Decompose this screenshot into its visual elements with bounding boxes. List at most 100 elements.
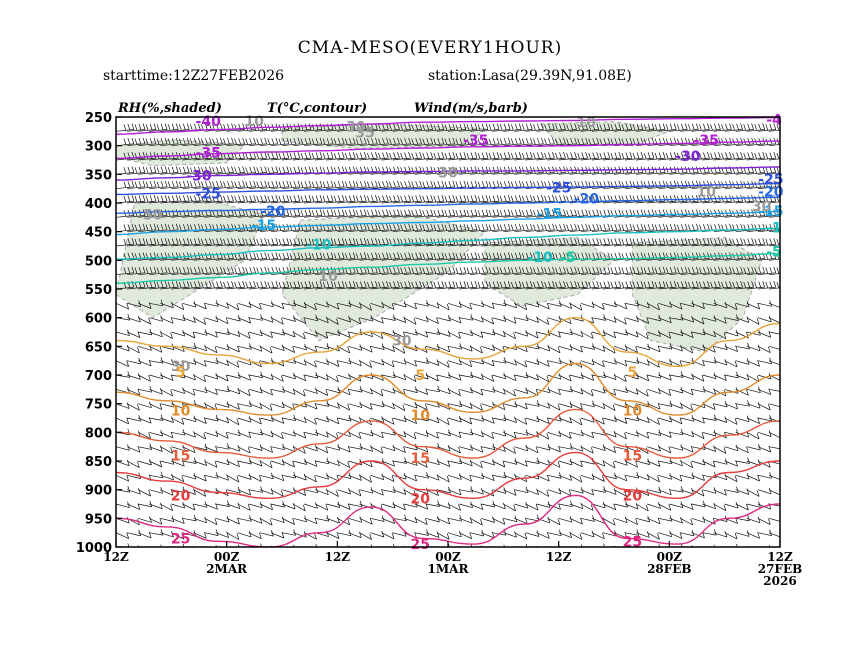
wind-barb-feather bbox=[378, 124, 381, 131]
wind-barb-feather bbox=[444, 181, 448, 188]
wind-barb bbox=[182, 186, 201, 190]
wind-barb-feather bbox=[563, 123, 566, 130]
wind-barb-feather bbox=[149, 152, 153, 159]
wind-barb-feather bbox=[662, 137, 666, 144]
wind-barb-feather bbox=[747, 457, 750, 464]
wind-barb-feather bbox=[178, 267, 182, 274]
wind-barb bbox=[547, 317, 562, 323]
wind-barb bbox=[403, 317, 417, 325]
wind-barb bbox=[558, 317, 572, 325]
wind-barb-feather bbox=[330, 123, 334, 130]
wind-barb bbox=[569, 172, 588, 175]
wind-barb-feather bbox=[751, 280, 754, 288]
wind-barb bbox=[281, 388, 296, 395]
wind-barb bbox=[370, 403, 385, 408]
wind-barb-feather bbox=[758, 152, 762, 159]
wind-barb-feather bbox=[425, 430, 429, 437]
wind-barb-feather bbox=[687, 124, 691, 131]
wind-barb bbox=[669, 143, 688, 147]
wind-barb-feather bbox=[446, 303, 450, 311]
wind-barb bbox=[348, 243, 367, 247]
wind-barb bbox=[459, 200, 478, 204]
wind-barb bbox=[403, 489, 417, 497]
wind-barb-feather bbox=[721, 238, 724, 246]
wind-barb bbox=[436, 503, 451, 509]
wind-barb bbox=[713, 417, 728, 423]
wind-barb bbox=[248, 186, 267, 190]
wind-barb-feather bbox=[393, 281, 396, 288]
wind-barb bbox=[215, 345, 230, 351]
wind-barb-feather bbox=[599, 138, 603, 145]
wind-barb bbox=[591, 517, 606, 524]
wind-barb bbox=[414, 286, 433, 290]
wind-barb-feather bbox=[592, 267, 596, 274]
wind-barb-feather bbox=[477, 124, 481, 131]
wind-barb-feather bbox=[679, 475, 683, 482]
wind-barb-feather bbox=[286, 209, 290, 216]
wind-barb-feather bbox=[470, 138, 474, 145]
wind-barb-feather bbox=[640, 252, 644, 259]
wind-barb-feather bbox=[422, 167, 426, 174]
wind-barb-feather bbox=[142, 223, 146, 230]
wind-barb-feather bbox=[201, 138, 204, 145]
wind-barb-feather bbox=[643, 238, 647, 246]
wind-barb bbox=[137, 431, 151, 439]
wind-barb-feather bbox=[149, 181, 153, 188]
wind-barb-feather bbox=[178, 224, 182, 231]
wind-barb bbox=[735, 302, 750, 308]
wind-barb-feather bbox=[131, 123, 135, 130]
wind-barb bbox=[746, 243, 765, 247]
wind-barb-feather bbox=[269, 404, 273, 411]
wind-barb-feather bbox=[640, 280, 644, 288]
wind-barb-feather bbox=[665, 238, 669, 246]
wind-barb bbox=[392, 272, 411, 276]
wind-barb-feather bbox=[437, 238, 441, 245]
wind-barb bbox=[425, 272, 444, 276]
wind-barb-feather bbox=[758, 281, 762, 288]
wind-barb bbox=[580, 374, 594, 381]
wind-barb-feather bbox=[212, 181, 215, 188]
wind-barb bbox=[237, 374, 251, 381]
wind-barb-feather bbox=[665, 253, 669, 260]
wind-barb bbox=[569, 157, 588, 161]
wind-barb-feather bbox=[319, 209, 323, 216]
wind-barb-feather bbox=[618, 252, 622, 259]
wind-barb-feather bbox=[629, 209, 633, 216]
wind-barb-feather bbox=[547, 516, 551, 524]
wind-barb-feather bbox=[430, 137, 434, 144]
wind-barb-feather bbox=[145, 267, 149, 274]
wind-barb-feather bbox=[216, 238, 219, 245]
wind-barb-feather bbox=[404, 457, 407, 464]
wind-barb-feather bbox=[618, 266, 622, 273]
wind-barb-feather bbox=[658, 267, 662, 274]
wind-barb-feather bbox=[492, 386, 496, 393]
wind-barb bbox=[204, 286, 223, 290]
wind-barb-feather bbox=[330, 209, 334, 216]
wind-barb-feather bbox=[212, 167, 215, 174]
wind-barb bbox=[481, 317, 494, 325]
wind-barb-feather bbox=[411, 167, 415, 174]
wind-barb-feather bbox=[621, 238, 625, 246]
wind-barb-feather bbox=[713, 414, 717, 421]
wind-barb bbox=[647, 360, 660, 368]
wind-barb bbox=[658, 503, 671, 511]
wind-barb-feather bbox=[776, 167, 780, 174]
wind-barb bbox=[669, 360, 683, 367]
wind-barb-feather bbox=[171, 416, 174, 423]
wind-barb bbox=[138, 215, 157, 218]
wind-barb bbox=[259, 417, 274, 422]
wind-barb-feather bbox=[552, 280, 555, 288]
wind-barb bbox=[724, 331, 739, 337]
wind-barb-feather bbox=[769, 357, 772, 364]
wind-barb bbox=[126, 388, 141, 396]
wind-barb bbox=[281, 129, 300, 132]
wind-barb bbox=[160, 517, 174, 522]
wind-barb-feather bbox=[330, 137, 334, 144]
wind-barb bbox=[580, 532, 595, 538]
wind-barb-feather bbox=[138, 195, 142, 202]
wind-barb-feather bbox=[499, 224, 503, 231]
wind-barb-feather bbox=[657, 533, 660, 540]
wind-barb-feather bbox=[192, 503, 196, 511]
wind-barb bbox=[127, 243, 146, 247]
wind-barb-feather bbox=[293, 252, 297, 260]
